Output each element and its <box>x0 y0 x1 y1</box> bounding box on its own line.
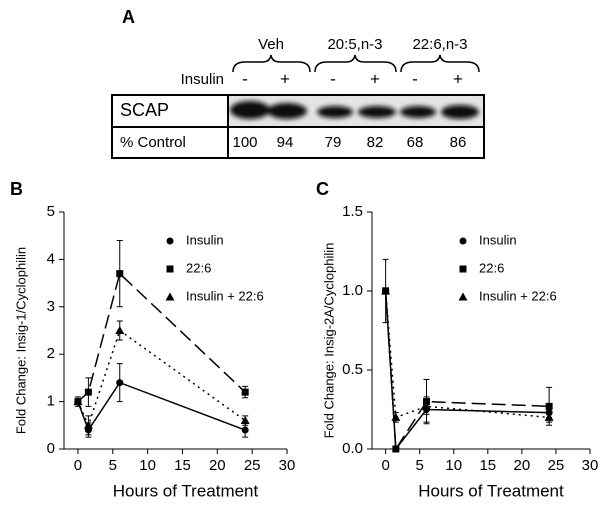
legend-label: 22:6 <box>186 260 211 275</box>
y-tick-label: 2 <box>47 345 55 362</box>
line <box>77 272 246 403</box>
treatment-sign: + <box>370 69 380 88</box>
legend-label: 22:6 <box>479 260 504 275</box>
line <box>384 290 550 452</box>
group-label: 20:5,n-3 <box>327 36 382 53</box>
x-tick-label: 25 <box>548 457 565 474</box>
x-tick-label: 0 <box>381 457 389 474</box>
marker <box>166 265 174 273</box>
treatment-sign: + <box>280 69 290 88</box>
x-axis-label: Hours of Treatment <box>113 481 259 500</box>
legend-label: Insulin <box>479 232 517 247</box>
marker <box>73 397 83 406</box>
series: Insulin + 22:6 <box>73 288 264 436</box>
y-tick-label: 3 <box>47 298 55 315</box>
marker <box>166 237 174 245</box>
legend-label: Insulin <box>186 232 224 247</box>
marker <box>241 426 249 434</box>
percent-control: 82 <box>367 134 384 151</box>
panel-label: B <box>10 179 23 199</box>
x-tick-label: 5 <box>416 457 424 474</box>
marker <box>165 292 175 301</box>
marker <box>240 416 250 425</box>
x-tick-label: 10 <box>445 457 462 474</box>
percent-control: 86 <box>450 134 467 151</box>
x-tick-label: 0 <box>74 457 82 474</box>
line <box>77 381 246 432</box>
marker <box>381 286 391 295</box>
percent-control: 79 <box>325 134 342 151</box>
y-tick-label: 5 <box>47 203 55 220</box>
x-tick-label: 15 <box>479 457 496 474</box>
group-label: Veh <box>258 36 284 53</box>
line <box>77 329 246 428</box>
x-tick-label: 30 <box>279 457 296 474</box>
marker <box>116 270 124 278</box>
treatment-sign: + <box>453 69 463 88</box>
y-tick-label: 0.0 <box>342 440 363 457</box>
panel-label: A <box>122 7 135 27</box>
marker <box>459 237 467 245</box>
row-label: % Control <box>120 134 186 151</box>
y-tick-label: 1 <box>47 393 55 410</box>
y-tick-label: 0 <box>47 440 55 457</box>
y-tick-label: 4 <box>47 250 55 267</box>
x-tick-label: 30 <box>582 457 599 474</box>
series: Insulin <box>382 232 553 453</box>
x-tick-label: 25 <box>244 457 261 474</box>
row-label: SCAP <box>120 100 169 120</box>
marker <box>422 401 431 410</box>
y-axis-label: Fold Change: Insig-1/Cyclophilin <box>13 247 28 434</box>
marker <box>115 326 125 334</box>
marker <box>391 412 401 421</box>
y-tick-label: 1.5 <box>342 203 363 220</box>
marker <box>458 292 468 301</box>
line <box>384 290 550 419</box>
treatment-sign: - <box>412 69 418 88</box>
marker <box>544 412 554 421</box>
x-tick-label: 20 <box>209 457 226 474</box>
marker <box>459 265 467 273</box>
x-axis-label: Hours of Treatment <box>418 481 564 500</box>
marker <box>84 388 92 396</box>
treatment-sign: - <box>242 69 248 88</box>
y-tick-label: 0.5 <box>342 361 363 378</box>
y-axis-label: Fold Change: Insig-2A/Cyclophilin <box>321 243 336 439</box>
treatment-label: Insulin <box>181 71 224 88</box>
legend-label: Insulin + 22:6 <box>186 288 264 303</box>
braces <box>232 54 480 73</box>
x-tick-label: 20 <box>514 457 531 474</box>
percent-control: 100 <box>232 134 257 151</box>
series: 22:6 <box>74 239 249 407</box>
treatment-sign: - <box>330 69 336 88</box>
x-tick-label: 15 <box>174 457 191 474</box>
series: Insulin + 22:6 <box>381 286 557 423</box>
percent-control: 68 <box>407 134 424 151</box>
legend-label: Insulin + 22:6 <box>479 288 557 303</box>
marker <box>116 379 124 387</box>
series: 22:6 <box>382 258 553 453</box>
percent-control: 94 <box>277 134 294 151</box>
line <box>384 290 550 452</box>
y-tick-label: 1.0 <box>342 282 363 299</box>
blot <box>229 96 483 126</box>
panel-label: C <box>316 179 329 199</box>
group-label: 22:6,n-3 <box>412 36 467 53</box>
marker <box>241 388 249 396</box>
marker <box>545 402 553 410</box>
marker <box>83 420 93 429</box>
series: Insulin <box>74 232 249 438</box>
x-tick-label: 5 <box>109 457 117 474</box>
x-tick-label: 10 <box>139 457 156 474</box>
marker <box>392 445 400 453</box>
